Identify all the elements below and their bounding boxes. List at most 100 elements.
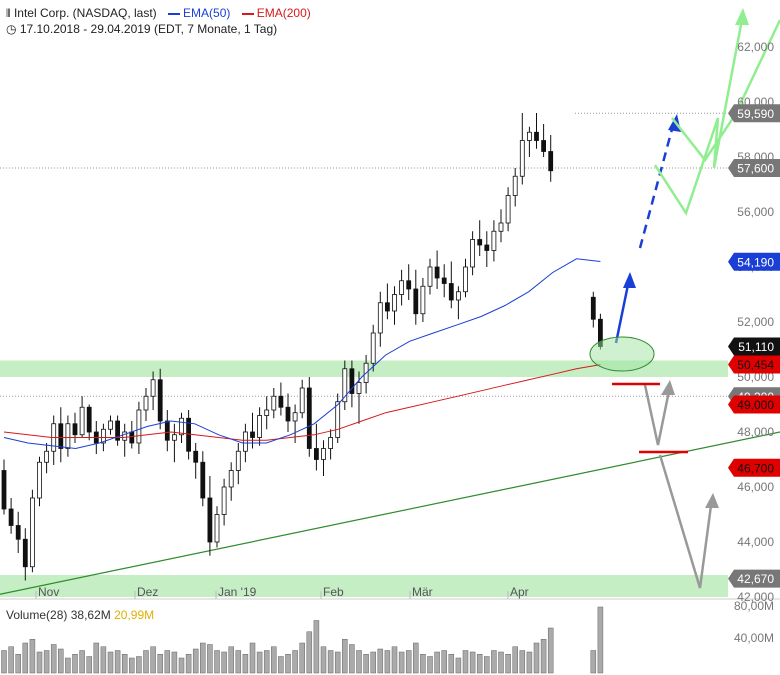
price-tag-gray (728, 569, 780, 588)
volume-bar (547, 627, 554, 674)
volume-bar (299, 642, 305, 674)
volume-bar (327, 650, 334, 674)
candle-body (370, 332, 376, 364)
candle-body (1, 470, 7, 510)
price-tag-label: 49,000 (737, 398, 774, 412)
projection-bear-arrowhead (661, 380, 675, 395)
y-tick-label: 44,000 (737, 535, 774, 549)
price-tag-label: 46,700 (737, 461, 774, 475)
volume-bar (420, 654, 426, 674)
y-tick-label: 48,000 (737, 425, 774, 439)
volume-bar (214, 650, 220, 674)
candle-body (377, 302, 383, 334)
volume-bar (1, 650, 7, 674)
candle-body (214, 514, 220, 543)
candle-body (122, 431, 128, 441)
volume-bar (242, 654, 249, 674)
volume-bar (207, 644, 213, 674)
volume-bar (29, 639, 36, 674)
volume-bar (36, 651, 43, 674)
volume-bar (107, 651, 114, 674)
volume-bar (384, 650, 391, 674)
y-tick-label: 52,000 (737, 315, 774, 329)
volume-bar (271, 646, 277, 674)
candle-body (356, 382, 362, 394)
volume-bar (484, 656, 490, 674)
candle-body (157, 379, 163, 422)
volume-bar (391, 646, 398, 674)
instrument-title: Intel Corp. (NASDAQ, last) (13, 6, 157, 20)
volume-bar (313, 620, 320, 674)
volume-bar (228, 646, 234, 674)
candle-body (143, 395, 149, 411)
candle-body (278, 395, 284, 408)
candle-body (115, 420, 120, 441)
volume-header: Volume(28) 38,62M 20,99M (6, 608, 154, 622)
volume-bar (476, 654, 483, 674)
candle-body (235, 450, 241, 471)
candle-body (193, 450, 199, 463)
candle-body (498, 222, 504, 232)
candle-body (250, 431, 255, 438)
candle-body (519, 140, 525, 177)
ema50-legend: EMA(50) (183, 6, 231, 20)
volume-bar (590, 650, 597, 674)
candle-body (101, 428, 106, 444)
candle-body (420, 285, 426, 315)
candle-body (470, 239, 476, 268)
projection-arrowhead (623, 272, 636, 288)
volume-bar (370, 651, 376, 674)
candle-body (484, 244, 490, 251)
trendline (0, 431, 780, 595)
candle-body (37, 461, 42, 499)
projection-bull-arrowhead (735, 8, 749, 25)
period-range: 17.10.2018 - 29.04.2019 (19, 22, 151, 36)
candle-body (179, 417, 184, 436)
volume-bar (72, 654, 78, 674)
candle-body (242, 431, 248, 452)
candle-body (228, 470, 234, 488)
candle-body (15, 525, 21, 540)
volume-bar (150, 646, 156, 674)
candle-body (150, 379, 156, 397)
candle-body (463, 266, 468, 293)
volume-bar (342, 639, 348, 674)
projection-bear-arrowhead-2 (705, 493, 719, 508)
candle-body (448, 283, 454, 301)
volume-bar (597, 606, 604, 674)
candle-body (342, 368, 348, 403)
period-info: (EDT, 7 Monate, 1 Tag) (153, 22, 278, 36)
volume-bar (306, 631, 313, 674)
volume-bar (405, 650, 412, 674)
volume-bar (462, 650, 469, 674)
candle-body (285, 406, 291, 422)
volume-bar (79, 650, 85, 674)
price-tag-label: 59,590 (737, 107, 774, 121)
candle-body (534, 131, 539, 141)
candle-body (590, 296, 596, 320)
volume-bar (505, 654, 511, 674)
price-tag-gray (728, 159, 780, 177)
candle-body (44, 450, 49, 463)
candle-body (164, 420, 170, 441)
volume-bar (469, 651, 476, 674)
price-tag-red (728, 355, 780, 374)
support-zone-1 (0, 575, 728, 597)
candle-body (455, 291, 461, 301)
price-tag-label: 57,600 (737, 162, 774, 176)
volume-bar (22, 642, 29, 674)
volume-value-2: 20,99M (114, 608, 155, 622)
candle-body (58, 423, 64, 449)
candle-body (271, 395, 277, 411)
volume-bar (448, 654, 455, 674)
y-tick-label: 46,000 (737, 480, 774, 494)
candle-body (22, 538, 28, 568)
x-tick-label: Dez (137, 585, 158, 599)
candle-body (257, 415, 263, 438)
chart-header-line2: ◷ 17.10.2018 - 29.04.2019 (EDT, 7 Monate… (6, 22, 277, 36)
price-tag-red (728, 458, 780, 477)
volume-bar (256, 651, 263, 674)
volume-bar (398, 651, 405, 674)
candle-body (434, 266, 440, 279)
